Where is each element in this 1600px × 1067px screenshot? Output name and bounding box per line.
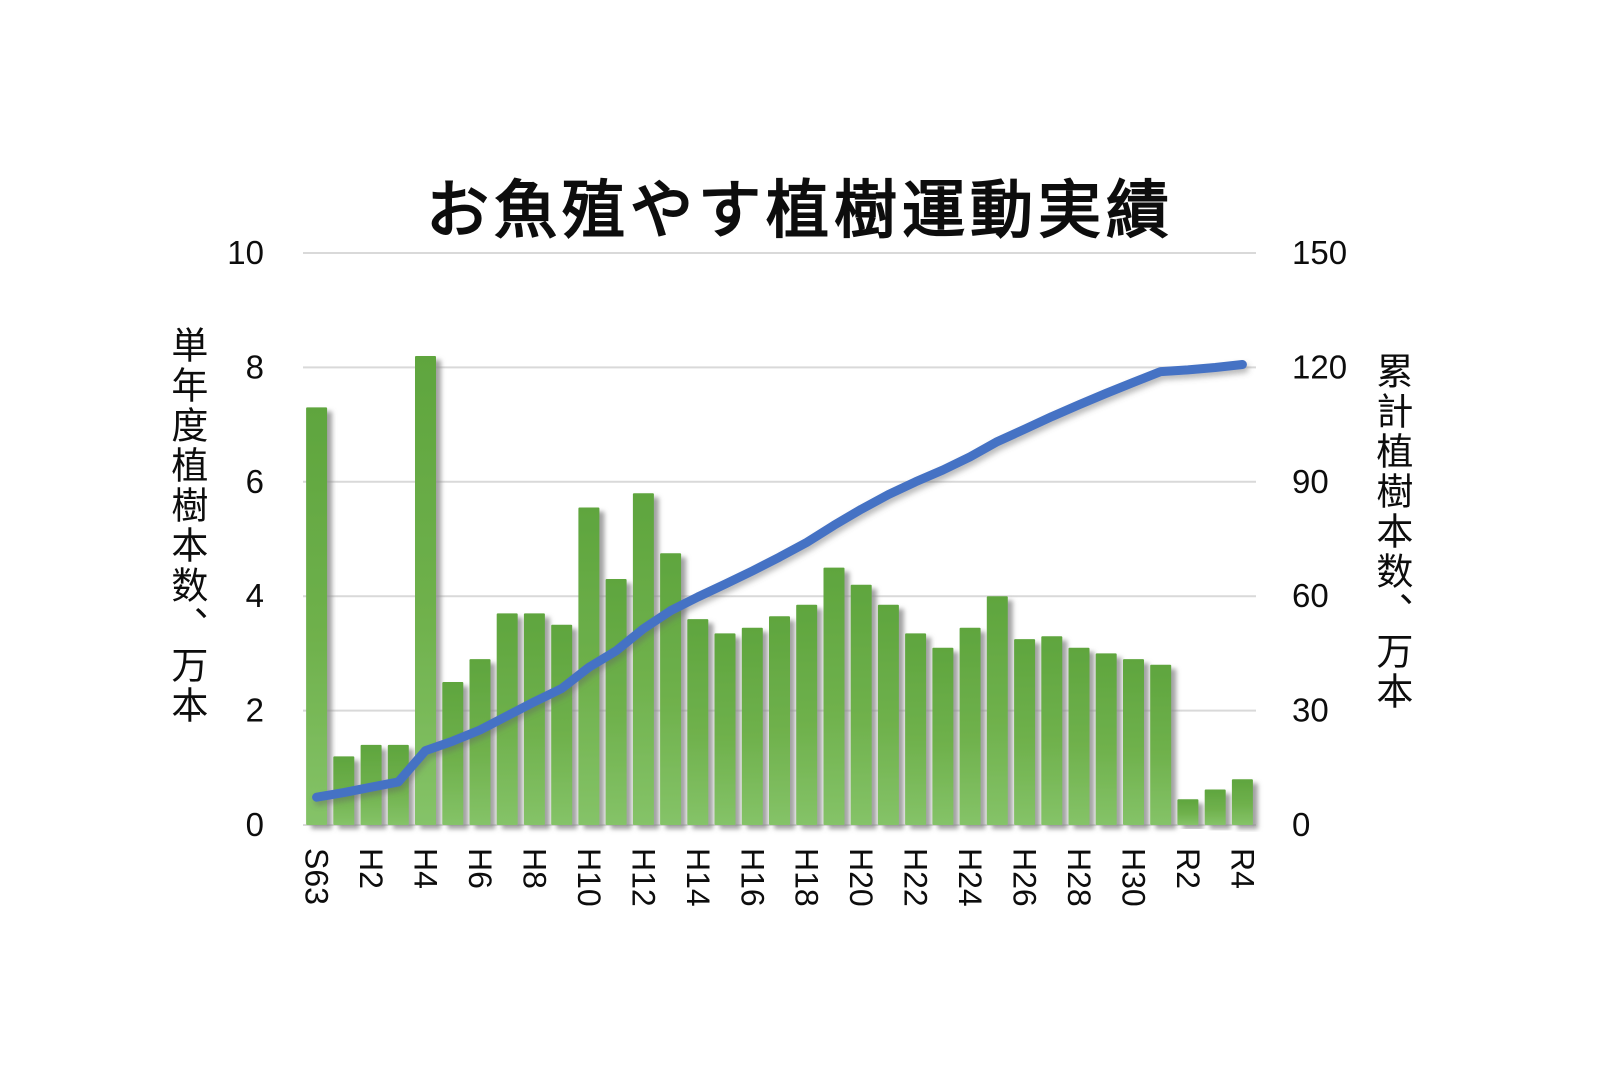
bar: [741, 627, 763, 825]
x-axis-tick-label: H16: [734, 848, 770, 907]
bar: [1177, 799, 1199, 825]
x-axis-tick-label: H18: [789, 848, 825, 907]
right-axis-tick-label: 30: [1292, 692, 1329, 729]
bar-series: [306, 356, 1253, 825]
bar: [605, 579, 627, 825]
x-axis-tick-label: R4: [1224, 848, 1260, 889]
left-axis-tick-label: 4: [246, 577, 264, 614]
left-axis-tick-label: 8: [246, 348, 264, 385]
chart-title: お魚殖やす植樹運動実績: [426, 176, 1174, 246]
axis-ticks: 0 2 4 6 8 10 0 30 60 90 120 150 S63 H2 H4 H6 H8 H10 H12 H14…: [227, 234, 1347, 907]
left-axis-tick-label: 10: [227, 234, 264, 271]
bar: [1150, 664, 1172, 825]
bar: [714, 633, 736, 825]
line-series: [312, 360, 1247, 802]
left-axis-tick-label: 6: [246, 463, 264, 500]
x-axis-tick-label: H2: [353, 848, 389, 889]
bar: [850, 584, 872, 825]
x-axis-tick-label: H30: [1115, 848, 1151, 907]
bar: [877, 604, 899, 825]
right-axis-tick-label: 150: [1292, 234, 1347, 271]
right-axis-title: 累計植樹本数、万本: [1370, 352, 1412, 712]
bar: [905, 633, 927, 825]
bar: [796, 604, 818, 825]
bar: [769, 616, 790, 825]
right-axis-tick-label: 60: [1292, 577, 1329, 614]
x-axis-tick-label: H6: [462, 848, 498, 889]
x-axis-tick-label: H26: [1007, 848, 1043, 907]
cumulative-line: [312, 360, 1247, 802]
x-axis-tick-label: H8: [516, 848, 552, 889]
bar: [632, 493, 654, 825]
x-axis-tick-label: R2: [1170, 848, 1206, 889]
x-axis-tick-label: H10: [571, 848, 607, 907]
bar: [959, 627, 981, 825]
bar: [306, 407, 328, 825]
bar: [469, 659, 491, 825]
bar: [415, 356, 436, 825]
x-axis-tick-label: H28: [1061, 848, 1097, 907]
left-axis-title: 単年度植樹本数、万本: [165, 326, 207, 726]
left-axis-tick-label: 2: [246, 692, 264, 729]
bar: [1041, 636, 1063, 825]
x-axis-tick-label: H12: [625, 848, 661, 907]
bar: [687, 619, 709, 825]
bar: [1231, 779, 1253, 825]
bar: [1095, 653, 1117, 825]
bar: [1068, 647, 1090, 825]
x-axis-tick-label: H14: [680, 848, 716, 907]
left-axis-tick-label: 0: [246, 806, 264, 843]
right-axis-tick-label: 120: [1292, 348, 1347, 385]
bar: [442, 682, 464, 825]
right-axis-tick-label: 90: [1292, 463, 1329, 500]
bar: [551, 624, 573, 825]
right-axis-tick-label: 0: [1292, 806, 1310, 843]
x-axis-tick-label: H4: [408, 848, 444, 889]
bar: [823, 567, 845, 825]
x-axis-tick-label: H24: [952, 848, 988, 907]
bar: [523, 613, 545, 825]
x-axis-tick-label: H20: [843, 848, 879, 907]
bar: [932, 647, 954, 825]
bar: [1014, 639, 1036, 825]
bar: [1123, 659, 1144, 825]
bar: [660, 553, 682, 825]
x-axis-tick-label: H22: [898, 848, 934, 907]
bar: [986, 596, 1008, 825]
x-axis-tick-label: S63: [299, 848, 335, 905]
bar: [1204, 789, 1226, 825]
